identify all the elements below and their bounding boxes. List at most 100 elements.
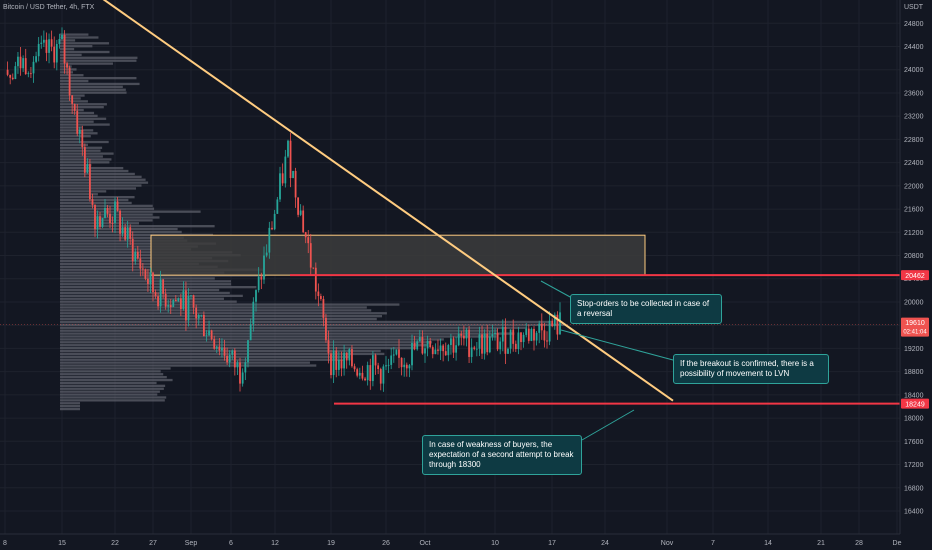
- candle-body: [337, 359, 340, 370]
- volume-profile-bar: [60, 47, 75, 51]
- candle-body: [553, 314, 556, 327]
- candle-body: [426, 340, 429, 349]
- y-tick-label: 24400: [904, 44, 924, 51]
- volume-profile-bar: [60, 265, 218, 268]
- y-tick-label: 16800: [904, 485, 924, 492]
- candle-body: [520, 332, 522, 343]
- x-tick-label: 26: [382, 540, 390, 547]
- candle-body: [437, 349, 439, 351]
- candle-body: [249, 324, 252, 341]
- annotation-breakout[interactable]: If the breakout is confirmed, there is a…: [673, 354, 829, 384]
- volume-profile-bar: [60, 33, 89, 36]
- volume-profile-bar: [60, 309, 372, 312]
- candle-body: [22, 58, 25, 69]
- candle-body: [455, 345, 458, 353]
- candle-body: [202, 314, 205, 336]
- volume-profile-bar: [60, 71, 73, 74]
- volume-profile-bar: [60, 50, 110, 54]
- volume-profile-bar: [60, 210, 201, 213]
- current-price-tag: 19610: [905, 320, 925, 327]
- candle-body: [475, 348, 478, 350]
- candle-body: [116, 201, 119, 211]
- candle-body: [447, 345, 450, 356]
- volume-profile-bar: [60, 190, 107, 193]
- candle-body: [17, 56, 19, 67]
- volume-profile-bar: [60, 155, 103, 158]
- y-tick-label: 19200: [904, 346, 924, 353]
- candle-body: [411, 342, 413, 366]
- candle-body: [192, 295, 195, 308]
- candle-body: [231, 350, 234, 355]
- candle-body: [382, 366, 385, 384]
- candle-body: [450, 338, 452, 346]
- candle-body: [94, 204, 96, 230]
- volume-profile-bar: [60, 283, 232, 286]
- y-tick-label: 23200: [904, 114, 924, 121]
- annotation-stop-orders-text: Stop-orders to be collected in case of a…: [577, 299, 710, 318]
- candle-body: [478, 334, 481, 349]
- candle-body: [294, 170, 297, 198]
- candle-body: [405, 364, 408, 369]
- volume-profile-bar: [60, 97, 81, 100]
- candle-body: [205, 335, 208, 337]
- candle-body: [71, 95, 74, 104]
- volume-profile-bar: [60, 346, 414, 350]
- x-tick-label: 7: [711, 540, 715, 547]
- volume-profile-bar: [60, 126, 83, 129]
- volume-profile-bar: [60, 219, 153, 222]
- candle-body: [351, 349, 353, 367]
- candle-body: [190, 295, 192, 297]
- countdown-tag: 02:41:04: [903, 330, 927, 336]
- volume-profile-bar: [60, 204, 153, 208]
- x-tick-label: 19: [327, 540, 335, 547]
- candle-body: [392, 354, 395, 356]
- annotation-weakness[interactable]: In case of weakness of buyers, the expec…: [422, 435, 582, 475]
- volume-profile-bar: [60, 227, 178, 231]
- candle-body: [73, 103, 76, 111]
- candle-body: [257, 276, 260, 291]
- candle-body: [48, 39, 50, 53]
- candle-body: [509, 329, 512, 349]
- volume-profile-bar: [60, 143, 89, 147]
- candle-body: [109, 213, 111, 223]
- volume-profile-bar: [60, 248, 191, 251]
- y-tick-label: 20800: [904, 253, 924, 260]
- volume-profile-bar: [60, 233, 213, 237]
- volume-profile-bar: [60, 294, 243, 298]
- volume-profile-bar: [60, 349, 381, 353]
- y-tick-label: 18800: [904, 369, 924, 376]
- candle-body: [421, 336, 424, 354]
- descending-trendline: [102, 0, 674, 402]
- candle-body: [499, 341, 502, 350]
- current-tag-bg: [901, 317, 929, 337]
- volume-profile-bar: [60, 166, 124, 170]
- volume-profile-bar: [60, 225, 215, 228]
- candle-body: [418, 336, 421, 342]
- x-tick-label: Sep: [185, 540, 198, 547]
- candle-body: [32, 61, 35, 74]
- candle-body: [255, 290, 257, 302]
- candle-body: [172, 299, 175, 308]
- candle-body: [9, 74, 12, 78]
- candle-body: [408, 365, 411, 369]
- candle-body: [442, 345, 445, 352]
- candle-body: [403, 364, 406, 368]
- volume-profile-bar: [60, 85, 123, 88]
- candle-body: [468, 329, 470, 357]
- candle-body: [244, 362, 247, 373]
- candle-body: [197, 314, 200, 319]
- annotation-stop-orders[interactable]: Stop-orders to be collected in case of a…: [570, 294, 722, 324]
- volume-profile-bar: [60, 259, 229, 263]
- candle-body: [504, 327, 507, 354]
- volume-profile-bar: [60, 164, 92, 167]
- candle-body: [119, 210, 121, 234]
- candle-body: [37, 43, 40, 57]
- candle-body: [369, 365, 372, 382]
- candle-body: [525, 328, 528, 335]
- candle-body: [81, 129, 84, 148]
- volume-profile-bar: [60, 135, 91, 138]
- volume-profile-bar: [60, 42, 110, 45]
- x-tick-label: 15: [58, 540, 66, 547]
- candle-body: [114, 201, 116, 224]
- candle-body: [473, 347, 476, 349]
